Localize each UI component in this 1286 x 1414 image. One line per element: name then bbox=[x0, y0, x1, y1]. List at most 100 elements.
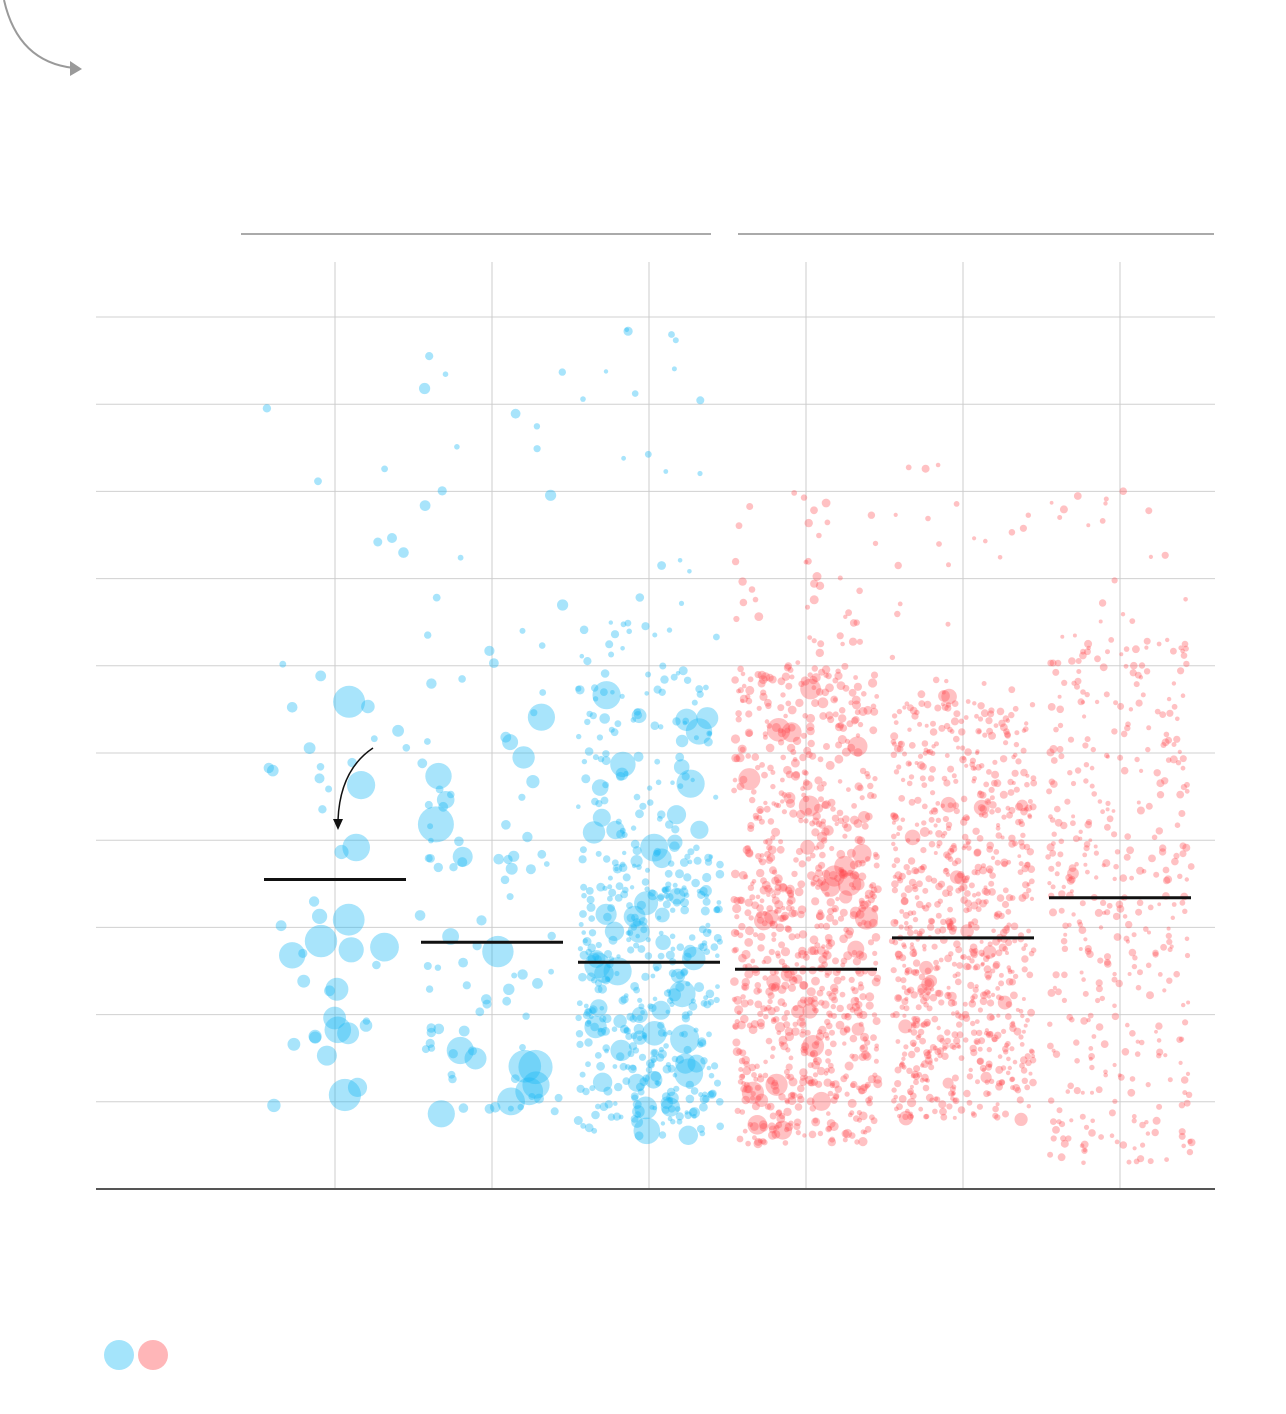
data-point bbox=[590, 1022, 599, 1032]
data-point bbox=[713, 996, 720, 1004]
data-point bbox=[680, 905, 689, 915]
data-point bbox=[999, 928, 1008, 937]
data-point bbox=[648, 1061, 655, 1069]
data-point bbox=[843, 1026, 851, 1034]
data-point bbox=[765, 743, 775, 753]
data-point bbox=[809, 820, 816, 827]
data-point bbox=[679, 887, 689, 897]
data-point bbox=[803, 1074, 808, 1080]
data-point bbox=[644, 1071, 663, 1089]
data-point bbox=[913, 1079, 919, 1086]
data-point bbox=[1026, 887, 1032, 894]
data-point bbox=[922, 750, 928, 756]
data-point bbox=[841, 1013, 848, 1020]
data-point bbox=[1080, 689, 1086, 695]
data-point bbox=[929, 1044, 937, 1051]
data-point bbox=[1011, 769, 1019, 777]
data-point bbox=[910, 1021, 917, 1027]
data-point bbox=[907, 924, 913, 930]
data-point bbox=[949, 1043, 956, 1049]
data-point bbox=[620, 646, 625, 651]
data-point bbox=[699, 886, 708, 896]
data-point bbox=[1065, 1089, 1071, 1094]
data-point bbox=[744, 969, 754, 979]
data-point bbox=[748, 1122, 753, 1127]
data-point bbox=[1020, 768, 1028, 777]
data-point bbox=[1177, 667, 1185, 675]
data-point bbox=[896, 764, 902, 770]
data-point bbox=[308, 896, 320, 907]
data-point bbox=[921, 740, 929, 747]
data-point bbox=[871, 905, 879, 913]
data-point bbox=[735, 716, 742, 723]
data-point bbox=[684, 1110, 689, 1115]
data-point bbox=[653, 847, 662, 856]
data-point bbox=[984, 989, 990, 996]
data-point bbox=[787, 705, 797, 715]
data-point bbox=[1103, 1072, 1108, 1078]
data-point bbox=[715, 984, 720, 989]
data-point bbox=[625, 930, 631, 936]
data-point bbox=[1012, 840, 1018, 847]
data-point bbox=[433, 862, 443, 873]
data-point bbox=[985, 1031, 994, 1039]
data-point bbox=[909, 1114, 914, 1119]
data-point bbox=[969, 958, 975, 964]
data-point bbox=[851, 1022, 865, 1036]
data-point bbox=[620, 621, 627, 628]
data-point bbox=[901, 985, 907, 990]
data-point bbox=[757, 1075, 765, 1083]
data-point bbox=[676, 943, 685, 951]
data-point bbox=[616, 771, 625, 781]
data-point bbox=[1180, 765, 1186, 771]
data-point bbox=[547, 931, 556, 941]
data-point bbox=[267, 764, 279, 777]
data-point bbox=[730, 928, 740, 938]
data-point bbox=[657, 1021, 665, 1030]
data-point bbox=[924, 1051, 932, 1059]
data-point bbox=[732, 1024, 739, 1030]
data-point bbox=[1067, 1082, 1074, 1090]
data-point bbox=[1173, 970, 1180, 978]
data-point bbox=[908, 1090, 913, 1096]
data-point bbox=[1148, 554, 1153, 560]
data-point bbox=[846, 787, 851, 792]
data-point bbox=[638, 917, 648, 926]
data-point bbox=[616, 954, 621, 959]
data-point bbox=[589, 1085, 596, 1092]
data-point bbox=[589, 1014, 594, 1020]
data-point bbox=[579, 653, 585, 659]
data-point bbox=[949, 870, 964, 884]
data-point bbox=[622, 873, 631, 882]
data-point bbox=[834, 671, 843, 681]
data-point bbox=[735, 710, 742, 717]
data-point bbox=[759, 885, 769, 895]
data-point bbox=[960, 954, 965, 960]
data-point bbox=[1117, 1074, 1125, 1081]
data-point bbox=[1136, 806, 1145, 815]
data-point bbox=[963, 1089, 971, 1098]
data-point bbox=[861, 919, 867, 925]
data-point bbox=[303, 742, 316, 754]
data-point bbox=[948, 951, 954, 957]
data-point bbox=[631, 913, 639, 922]
data-point bbox=[1066, 877, 1075, 885]
data-point bbox=[359, 1019, 373, 1032]
data-point bbox=[1095, 1023, 1104, 1031]
data-point bbox=[1030, 779, 1038, 787]
data-point bbox=[703, 1000, 712, 1009]
data-point bbox=[849, 1110, 855, 1116]
data-point bbox=[1008, 711, 1015, 719]
data-point bbox=[803, 996, 814, 1006]
data-point bbox=[759, 853, 765, 858]
data-point bbox=[1129, 669, 1137, 677]
data-point bbox=[996, 894, 1005, 902]
data-point bbox=[859, 900, 866, 907]
data-point bbox=[937, 898, 943, 904]
data-point bbox=[766, 853, 776, 862]
data-point bbox=[425, 985, 434, 993]
data-point bbox=[843, 823, 852, 832]
data-point bbox=[776, 1030, 782, 1036]
data-point bbox=[1020, 1067, 1028, 1074]
